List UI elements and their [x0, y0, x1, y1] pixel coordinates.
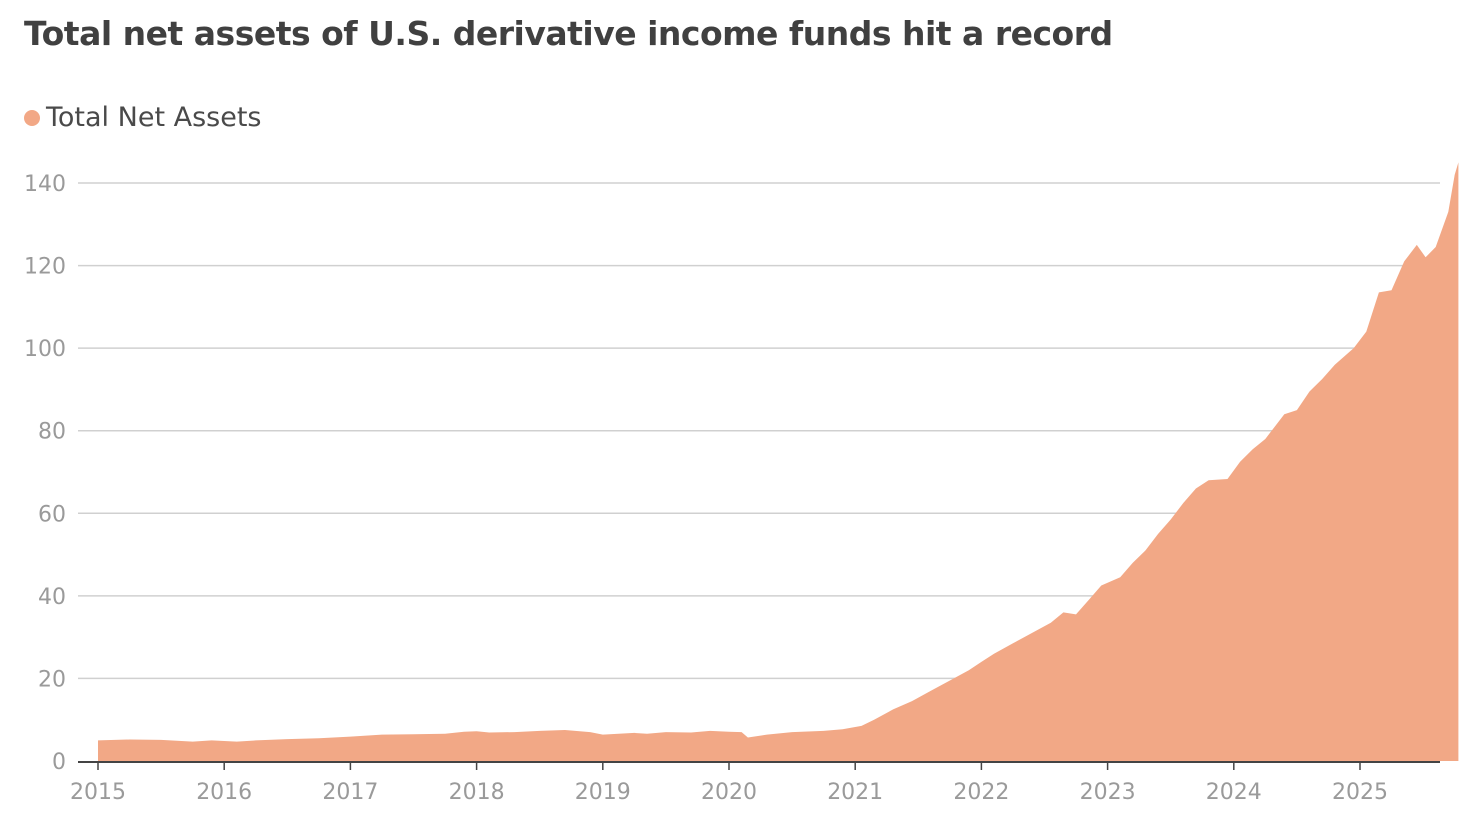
x-tick-label-2024: 2024 — [1206, 780, 1262, 805]
series-layer — [98, 162, 1459, 761]
x-tick-label-2018: 2018 — [449, 780, 505, 805]
x-tick-label-2019: 2019 — [575, 780, 631, 805]
legend-swatch — [24, 109, 40, 126]
y-tick-label-120: 120 — [24, 255, 66, 280]
y-tick-label-100: 100 — [24, 337, 66, 362]
x-tick-label-2017: 2017 — [322, 780, 378, 805]
x-tick-label-2016: 2016 — [196, 780, 252, 805]
legend: Total Net Assets — [24, 102, 262, 133]
y-tick-label-80: 80 — [38, 420, 66, 445]
x-tick-label-2023: 2023 — [1080, 780, 1136, 805]
y-tick-label-20: 20 — [38, 667, 66, 692]
y-tick-label-140: 140 — [24, 172, 66, 197]
legend-label: Total Net Assets — [46, 102, 262, 133]
x-tick-label-2021: 2021 — [827, 780, 883, 805]
series-area-0 — [98, 162, 1459, 761]
chart-title: Total net assets of U.S. derivative inco… — [24, 14, 1113, 53]
x-tick-label-2022: 2022 — [953, 780, 1009, 805]
y-tick-label-60: 60 — [38, 502, 66, 527]
axes: 0 20 40 60 80 100 120 140 2015 2016 2017 2018 2019 20… — [24, 172, 1440, 805]
x-tick-label-2020: 2020 — [701, 780, 757, 805]
x-tick-label-2025: 2025 — [1332, 780, 1388, 805]
x-tick-label-2015: 2015 — [70, 780, 126, 805]
y-tick-label-0: 0 — [52, 750, 66, 775]
y-tick-label-40: 40 — [38, 585, 66, 610]
